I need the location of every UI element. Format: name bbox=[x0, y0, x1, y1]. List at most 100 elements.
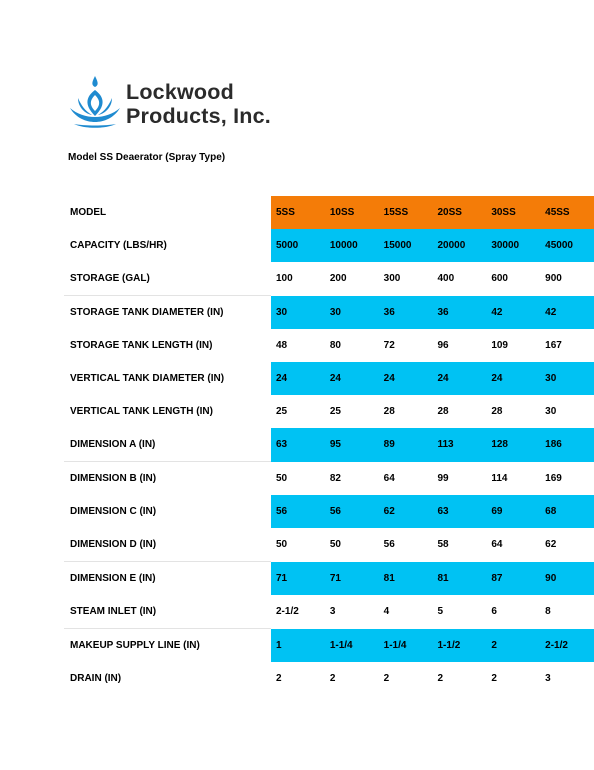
table-cell: 28 bbox=[491, 406, 503, 417]
table-cell: 2 bbox=[329, 673, 336, 684]
table-cell: 6 bbox=[491, 606, 497, 618]
table-cell: 71 bbox=[324, 561, 379, 595]
table-cell: 1-1/4 bbox=[324, 628, 379, 662]
table-row: STORAGE TANK LENGTH (IN) 48 80 72 96 109 167 bbox=[64, 329, 594, 362]
table-cell: 50 bbox=[276, 539, 288, 551]
table-cell: 25 bbox=[329, 406, 341, 417]
column-header-model: 15SS bbox=[378, 196, 433, 229]
row-label: MAKEUP SUPPLY LINE (IN) bbox=[64, 628, 271, 662]
table-cell: 30 bbox=[271, 295, 325, 329]
table-cell: 2 bbox=[383, 673, 390, 684]
table-cell: 36 bbox=[432, 295, 487, 329]
table-cell: 24 bbox=[378, 362, 433, 395]
table-row: VERTICAL TANK DIAMETER (IN) 24 24 24 24 24 30 bbox=[64, 362, 594, 395]
company-name: Lockwood Products, Inc. bbox=[126, 80, 271, 128]
table-cell: 3 bbox=[329, 606, 336, 618]
table-row: DIMENSION B (IN) 50 82 64 99 114 169 bbox=[64, 461, 594, 495]
table-row: VERTICAL TANK LENGTH (IN) 25 25 28 28 28 30 bbox=[64, 395, 594, 428]
table-cell: 20000 bbox=[432, 229, 487, 262]
row-label: VERTICAL TANK LENGTH (IN) bbox=[70, 406, 213, 417]
table-cell: 113 bbox=[432, 428, 487, 462]
table-cell: 169 bbox=[545, 472, 562, 484]
row-label: STEAM INLET (IN) bbox=[70, 606, 157, 617]
row-label: DIMENSION A (IN) bbox=[70, 439, 156, 450]
table-row: STEAM INLET (IN) 2-1/2 3 4 5 6 8 bbox=[64, 595, 594, 629]
table-cell: 10000 bbox=[324, 229, 379, 262]
table-cell: 24 bbox=[324, 362, 379, 395]
table-cell: 300 bbox=[383, 273, 401, 285]
table-cell: 2 bbox=[486, 628, 541, 662]
table-cell: 30 bbox=[545, 406, 557, 417]
table-cell: 4 bbox=[383, 606, 390, 618]
row-label: STORAGE (GAL) bbox=[70, 273, 150, 284]
table-cell: 109 bbox=[491, 340, 508, 351]
column-header-model: 45SS bbox=[540, 196, 594, 229]
table-cell: 1-1/4 bbox=[378, 628, 433, 662]
table-cell: 3 bbox=[545, 673, 551, 684]
table-cell: 30 bbox=[540, 362, 594, 395]
table-cell: 1 bbox=[271, 628, 325, 662]
column-header-model: 30SS bbox=[486, 196, 541, 229]
company-name-line2: Products, Inc. bbox=[126, 104, 271, 128]
table-cell: 56 bbox=[271, 495, 325, 528]
table-cell: 81 bbox=[432, 561, 487, 595]
table-row: DIMENSION C (IN) 56 56 62 63 69 68 bbox=[64, 495, 594, 528]
row-label: CAPACITY (LBS/HR) bbox=[70, 240, 167, 251]
table-cell: 42 bbox=[486, 295, 541, 329]
table-cell: 48 bbox=[276, 340, 288, 351]
row-label: DRAIN (IN) bbox=[70, 673, 122, 684]
table-cell: 42 bbox=[540, 295, 594, 329]
table-cell: 90 bbox=[540, 561, 594, 595]
table-cell: 50 bbox=[329, 539, 341, 551]
row-label: STORAGE TANK LENGTH (IN) bbox=[70, 340, 213, 351]
table-cell: 28 bbox=[383, 406, 395, 417]
table-header-row: MODEL 5SS 10SS 15SS 20SS 30SS 45SS bbox=[64, 196, 594, 229]
table-cell: 24 bbox=[432, 362, 487, 395]
table-cell: 2-1/2 bbox=[276, 606, 299, 618]
column-header-model: 10SS bbox=[324, 196, 379, 229]
spec-table-body: MODEL 5SS 10SS 15SS 20SS 30SS 45SS CAPACITY (LB… bbox=[64, 196, 594, 695]
table-cell: 36 bbox=[378, 295, 433, 329]
table-cell: 900 bbox=[545, 273, 562, 285]
table-cell: 600 bbox=[491, 273, 508, 285]
table-cell: 62 bbox=[378, 495, 433, 528]
row-label: DIMENSION E (IN) bbox=[64, 561, 271, 595]
table-cell: 5 bbox=[437, 606, 444, 618]
table-row: CAPACITY (LBS/HR) 5000 10000 15000 20000 3000… bbox=[64, 229, 594, 262]
column-header-model: 20SS bbox=[432, 196, 487, 229]
table-cell: 81 bbox=[378, 561, 433, 595]
table-cell: 15000 bbox=[378, 229, 433, 262]
table-cell: 64 bbox=[491, 539, 503, 551]
table-cell: 8 bbox=[545, 606, 551, 618]
table-cell: 2 bbox=[276, 673, 282, 684]
row-label: DIMENSION D (IN) bbox=[70, 539, 157, 550]
table-cell: 24 bbox=[486, 362, 541, 395]
table-row: MAKEUP SUPPLY LINE (IN) 1 1-1/4 1-1/4 1-1/2 2… bbox=[64, 628, 594, 662]
row-label: VERTICAL TANK DIAMETER (IN) bbox=[70, 373, 225, 384]
table-cell: 69 bbox=[486, 495, 541, 528]
table-cell: 30 bbox=[324, 295, 379, 329]
table-cell: 2 bbox=[437, 673, 444, 684]
table-cell: 95 bbox=[324, 428, 379, 462]
table-cell: 56 bbox=[383, 539, 395, 551]
table-cell: 100 bbox=[276, 273, 293, 285]
table-cell: 400 bbox=[437, 273, 455, 285]
table-cell: 99 bbox=[437, 472, 449, 484]
table-cell: 96 bbox=[437, 340, 449, 351]
table-cell: 114 bbox=[491, 472, 508, 484]
table-cell: 30000 bbox=[486, 229, 541, 262]
table-cell: 200 bbox=[329, 273, 347, 285]
table-cell: 89 bbox=[378, 428, 433, 462]
table-cell: 2-1/2 bbox=[540, 628, 594, 662]
table-cell: 72 bbox=[383, 340, 395, 351]
table-cell: 63 bbox=[432, 495, 487, 528]
spec-table: MODEL 5SS 10SS 15SS 20SS 30SS 45SS CAPACITY (LB… bbox=[64, 196, 594, 695]
table-row: STORAGE TANK DIAMETER (IN) 30 30 36 36 42 42 bbox=[64, 295, 594, 329]
table-cell: 63 bbox=[271, 428, 325, 462]
table-cell: 56 bbox=[324, 495, 379, 528]
table-cell: 5000 bbox=[271, 229, 325, 262]
table-cell: 2 bbox=[491, 673, 497, 684]
water-drop-lotus-icon bbox=[70, 76, 120, 128]
table-cell: 62 bbox=[545, 539, 557, 551]
row-label: STORAGE TANK DIAMETER (IN) bbox=[64, 295, 271, 329]
